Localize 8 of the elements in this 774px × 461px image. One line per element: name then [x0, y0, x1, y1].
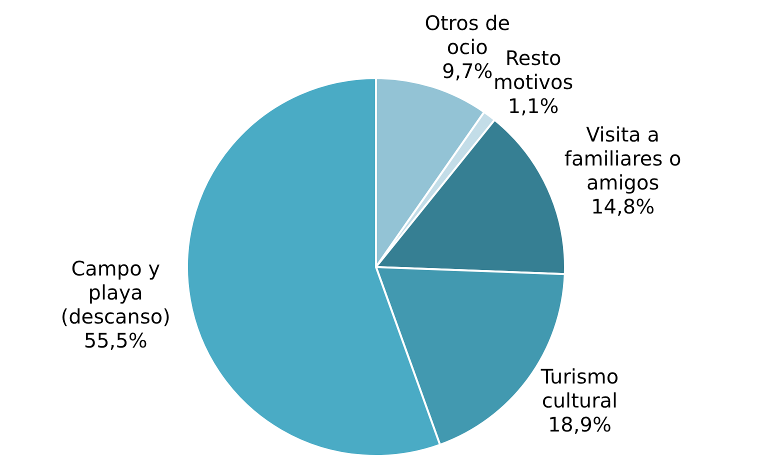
- data-label: 18,9%: [548, 412, 612, 436]
- slice-label: Campo y playa (descanso): [60, 256, 170, 329]
- data-label: 1,1%: [508, 94, 559, 118]
- slice-label: Turismo cultural: [540, 364, 619, 412]
- data-label: 9,7%: [442, 58, 493, 83]
- slice-label: Visita a familiares o amigos: [564, 122, 682, 194]
- data-label: 14,8%: [591, 194, 655, 218]
- data-label: 55,5%: [84, 328, 148, 353]
